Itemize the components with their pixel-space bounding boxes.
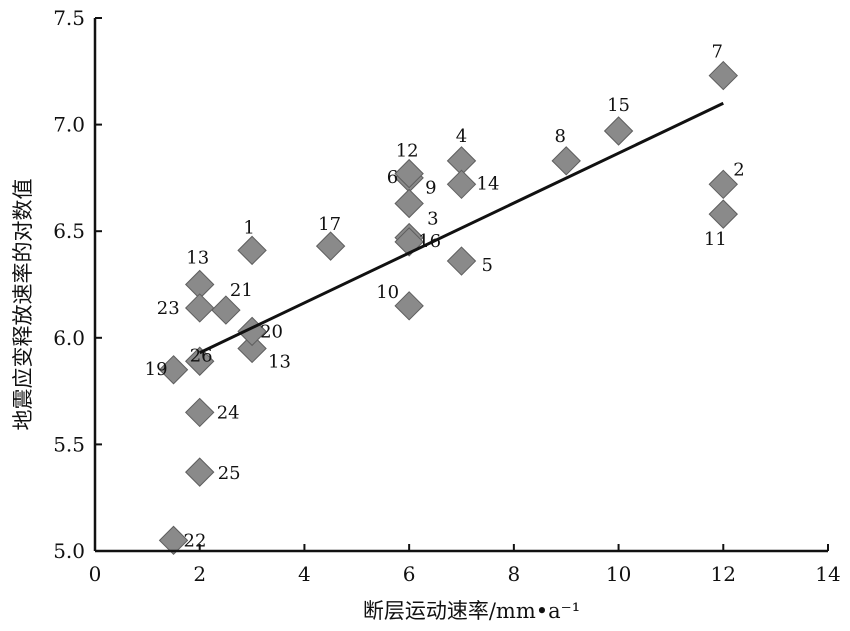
point-label: 8 (554, 126, 565, 147)
point-label: 7 (712, 42, 723, 63)
point-label: 25 (218, 463, 241, 484)
data-point-12 (394, 158, 424, 189)
point-label: 16 (418, 231, 441, 252)
data-point-19 (158, 355, 189, 385)
y-tick-label: 6.0 (53, 326, 85, 350)
chart-axes (93, 18, 828, 553)
data-point-20 (237, 316, 267, 347)
axis-ticks: 0 2 4 6 8 10 12 145.05.56.06.57.07.5 (53, 6, 841, 586)
data-point-22 (158, 525, 189, 556)
point-label: 22 (184, 530, 207, 551)
point-label: 4 (456, 126, 467, 147)
point-label: 20 (260, 321, 283, 342)
x-tick-label: 8 (507, 562, 520, 586)
point-label: 23 (157, 298, 180, 319)
data-point-17 (315, 231, 346, 261)
chart-plot-area (158, 60, 738, 556)
x-tick-label: 6 (403, 562, 416, 586)
x-tick-label: 0 (89, 562, 102, 586)
data-point-24 (185, 397, 215, 428)
y-tick-label: 6.5 (53, 219, 85, 243)
point-label: 1 (243, 217, 254, 238)
trend-line (199, 101, 724, 355)
data-point-13 (237, 333, 267, 364)
point-label: 3 (427, 209, 438, 230)
point-label: 13 (186, 248, 209, 269)
x-tick-label: 14 (815, 562, 840, 586)
y-tick-label: 5.0 (53, 539, 85, 563)
data-point-9 (394, 188, 424, 219)
point-label: 11 (704, 229, 727, 250)
x-tick-label: 4 (298, 562, 311, 586)
x-tick-label: 12 (711, 562, 736, 586)
data-point-14 (446, 169, 477, 200)
data-point-26 (185, 346, 215, 376)
data-point-11 (708, 199, 738, 229)
data-point-21 (211, 295, 241, 325)
point-label: 12 (396, 141, 419, 162)
x-tick-label: 10 (606, 562, 631, 586)
data-point-8 (551, 146, 581, 176)
point-label: 13 (268, 351, 291, 372)
y-tick-label: 7.5 (53, 6, 85, 30)
point-label: 6 (387, 167, 398, 188)
data-point-2 (708, 169, 738, 200)
point-label: 19 (145, 359, 168, 380)
x-tick-label: 2 (193, 562, 206, 586)
data-point-25 (185, 457, 215, 487)
data-point-15 (603, 116, 634, 146)
point-labels: 1234567891011121313141516171920212223242… (145, 42, 745, 552)
y-tick-label: 5.5 (53, 432, 85, 456)
point-label: 26 (190, 345, 213, 366)
point-label: 14 (477, 173, 500, 194)
point-label: 5 (482, 255, 493, 276)
point-label: 2 (733, 159, 744, 180)
y-axis-title: 地震应变释放速率的对数值 (11, 179, 35, 431)
x-axis-title: 断层运动速率/mm•a⁻¹ (363, 599, 580, 623)
data-point-23 (185, 293, 215, 323)
point-label: 17 (318, 214, 341, 235)
data-point-1 (237, 235, 267, 266)
data-point-10 (394, 291, 424, 321)
point-label: 9 (425, 177, 436, 198)
point-label: 24 (217, 402, 240, 423)
point-label: 21 (230, 280, 253, 301)
point-label: 15 (607, 95, 630, 116)
data-point-7 (708, 60, 738, 91)
point-label: 10 (376, 282, 399, 303)
data-point-5 (446, 246, 477, 276)
y-tick-label: 7.0 (53, 113, 85, 137)
